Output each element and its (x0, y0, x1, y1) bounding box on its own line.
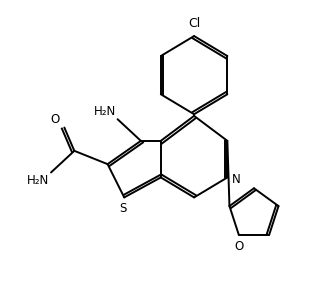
Text: N: N (232, 173, 240, 186)
Text: O: O (234, 240, 243, 253)
Text: O: O (50, 113, 59, 126)
Text: H₂N: H₂N (27, 174, 49, 187)
Text: Cl: Cl (188, 17, 200, 30)
Text: S: S (119, 202, 126, 215)
Text: H₂N: H₂N (94, 105, 116, 118)
